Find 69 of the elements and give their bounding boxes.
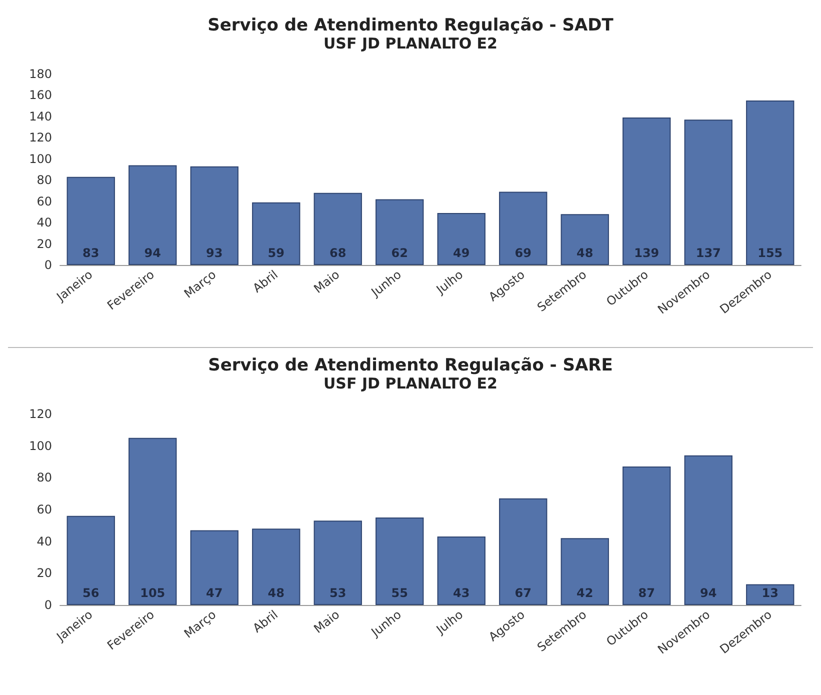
bar	[314, 192, 362, 265]
bar	[746, 584, 794, 605]
y-tick-label: 120	[29, 407, 52, 421]
data-label: 69	[514, 246, 532, 260]
bar	[684, 455, 732, 605]
data-label: 155	[758, 246, 783, 260]
bar	[190, 166, 238, 265]
bar	[437, 536, 486, 605]
bar	[622, 466, 671, 605]
chart-title: Serviço de Atendimento Regulação - SADT	[208, 16, 614, 36]
bar	[499, 498, 548, 605]
y-tick-label: 100	[29, 438, 52, 453]
data-label: 83	[82, 246, 100, 260]
bar	[314, 520, 362, 605]
data-label: 137	[696, 246, 721, 260]
data-label: 94	[700, 586, 717, 600]
y-tick-label: 20	[36, 566, 52, 580]
bar	[560, 214, 609, 265]
y-tick-label: 20	[36, 236, 52, 251]
bar	[376, 199, 424, 265]
bar	[66, 176, 115, 265]
data-label: 47	[206, 586, 223, 600]
data-label: 49	[453, 246, 470, 260]
bar	[128, 438, 177, 605]
chart-subtitle: USF JD PLANALTO E2	[324, 374, 498, 392]
data-label: 105	[140, 586, 166, 600]
y-tick-label: 0	[44, 258, 52, 272]
y-tick-label: 60	[36, 502, 52, 516]
bar	[499, 192, 548, 265]
data-label: 87	[638, 586, 655, 600]
data-label: 59	[268, 246, 284, 260]
chart-subtitle: USF JD PLANALTO E2	[324, 34, 498, 52]
data-label: 68	[330, 246, 346, 260]
bar	[746, 100, 794, 265]
y-tick-label: 140	[29, 109, 52, 124]
y-tick-label: 180	[29, 67, 52, 81]
bar	[252, 202, 300, 265]
bar	[190, 530, 238, 605]
y-tick-label: 120	[29, 130, 52, 145]
y-tick-label: 0	[44, 598, 52, 612]
data-label: 48	[576, 246, 594, 260]
data-label: 139	[634, 246, 660, 260]
data-label: 13	[762, 586, 778, 600]
y-tick-label: 80	[36, 173, 52, 188]
y-tick-label: 100	[29, 152, 52, 166]
bar	[622, 118, 671, 265]
y-tick-label: 40	[36, 534, 52, 548]
bar	[684, 120, 732, 265]
y-tick-label: 40	[36, 216, 52, 230]
bar	[128, 165, 177, 265]
data-label: 48	[268, 586, 284, 600]
y-tick-label: 80	[36, 470, 52, 485]
data-label: 94	[144, 246, 161, 260]
bar	[66, 516, 115, 605]
bar	[560, 538, 609, 605]
data-label: 62	[391, 246, 408, 260]
y-tick-label: 160	[29, 88, 52, 102]
data-label: 56	[82, 586, 100, 600]
bar	[437, 213, 486, 265]
data-label: 67	[514, 586, 532, 600]
data-label: 53	[330, 586, 346, 600]
data-label: 42	[576, 586, 594, 600]
data-label: 43	[453, 586, 470, 600]
bar	[376, 517, 424, 605]
data-label: 55	[391, 586, 408, 600]
y-tick-label: 60	[36, 194, 52, 208]
chart-title: Serviço de Atendimento Regulação - SARE	[208, 356, 613, 376]
bar	[252, 528, 300, 605]
data-label: 93	[206, 246, 223, 260]
